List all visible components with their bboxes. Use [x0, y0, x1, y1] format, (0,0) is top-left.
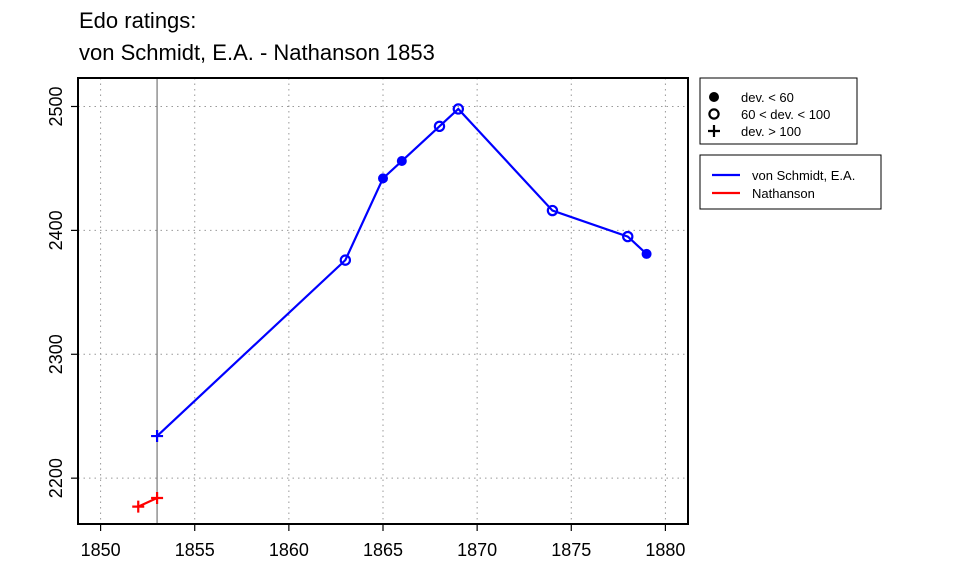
data-point — [452, 103, 465, 115]
data-point — [339, 254, 352, 266]
x-tick-label: 1860 — [269, 540, 309, 560]
x-tick-label: 1870 — [457, 540, 497, 560]
data-point — [433, 120, 446, 133]
chart-title-line-1: Edo ratings: — [79, 8, 197, 33]
marker-legend-symbol — [708, 108, 720, 120]
marker-legend-symbol — [709, 92, 719, 102]
series-line-0 — [156, 107, 648, 437]
series-legend-box — [699, 154, 882, 210]
data-point — [622, 230, 634, 243]
chart-title-line-2: von Schmidt, E.A. - Nathanson 1853 — [79, 40, 435, 65]
marker-legend-label: 60 < dev. < 100 — [741, 107, 830, 122]
data-point — [151, 491, 164, 504]
x-tick-label: 1880 — [645, 540, 685, 560]
y-tick-label: 2200 — [46, 458, 66, 498]
series-line-1 — [137, 496, 158, 508]
marker-legend-label: dev. < 60 — [741, 90, 794, 105]
y-tick-label: 2500 — [46, 86, 66, 126]
x-tick-label: 1865 — [363, 540, 403, 560]
marker-legend-box — [699, 77, 858, 145]
x-tick-label: 1855 — [175, 540, 215, 560]
y-tick-label: 2400 — [46, 210, 66, 250]
x-tick-label: 1850 — [81, 540, 121, 560]
series-legend-label: Nathanson — [752, 186, 815, 201]
data-point — [378, 173, 388, 184]
y-tick-label: 2300 — [46, 334, 66, 374]
marker-legend-label: dev. > 100 — [741, 124, 801, 139]
data-point — [132, 500, 145, 513]
data-point — [396, 156, 407, 167]
data-point — [641, 248, 652, 259]
series-legend-label: von Schmidt, E.A. — [752, 168, 855, 183]
marker-legend-symbol — [708, 125, 720, 137]
data-point — [546, 204, 559, 217]
data-point — [151, 430, 164, 443]
x-tick-label: 1875 — [551, 540, 591, 560]
